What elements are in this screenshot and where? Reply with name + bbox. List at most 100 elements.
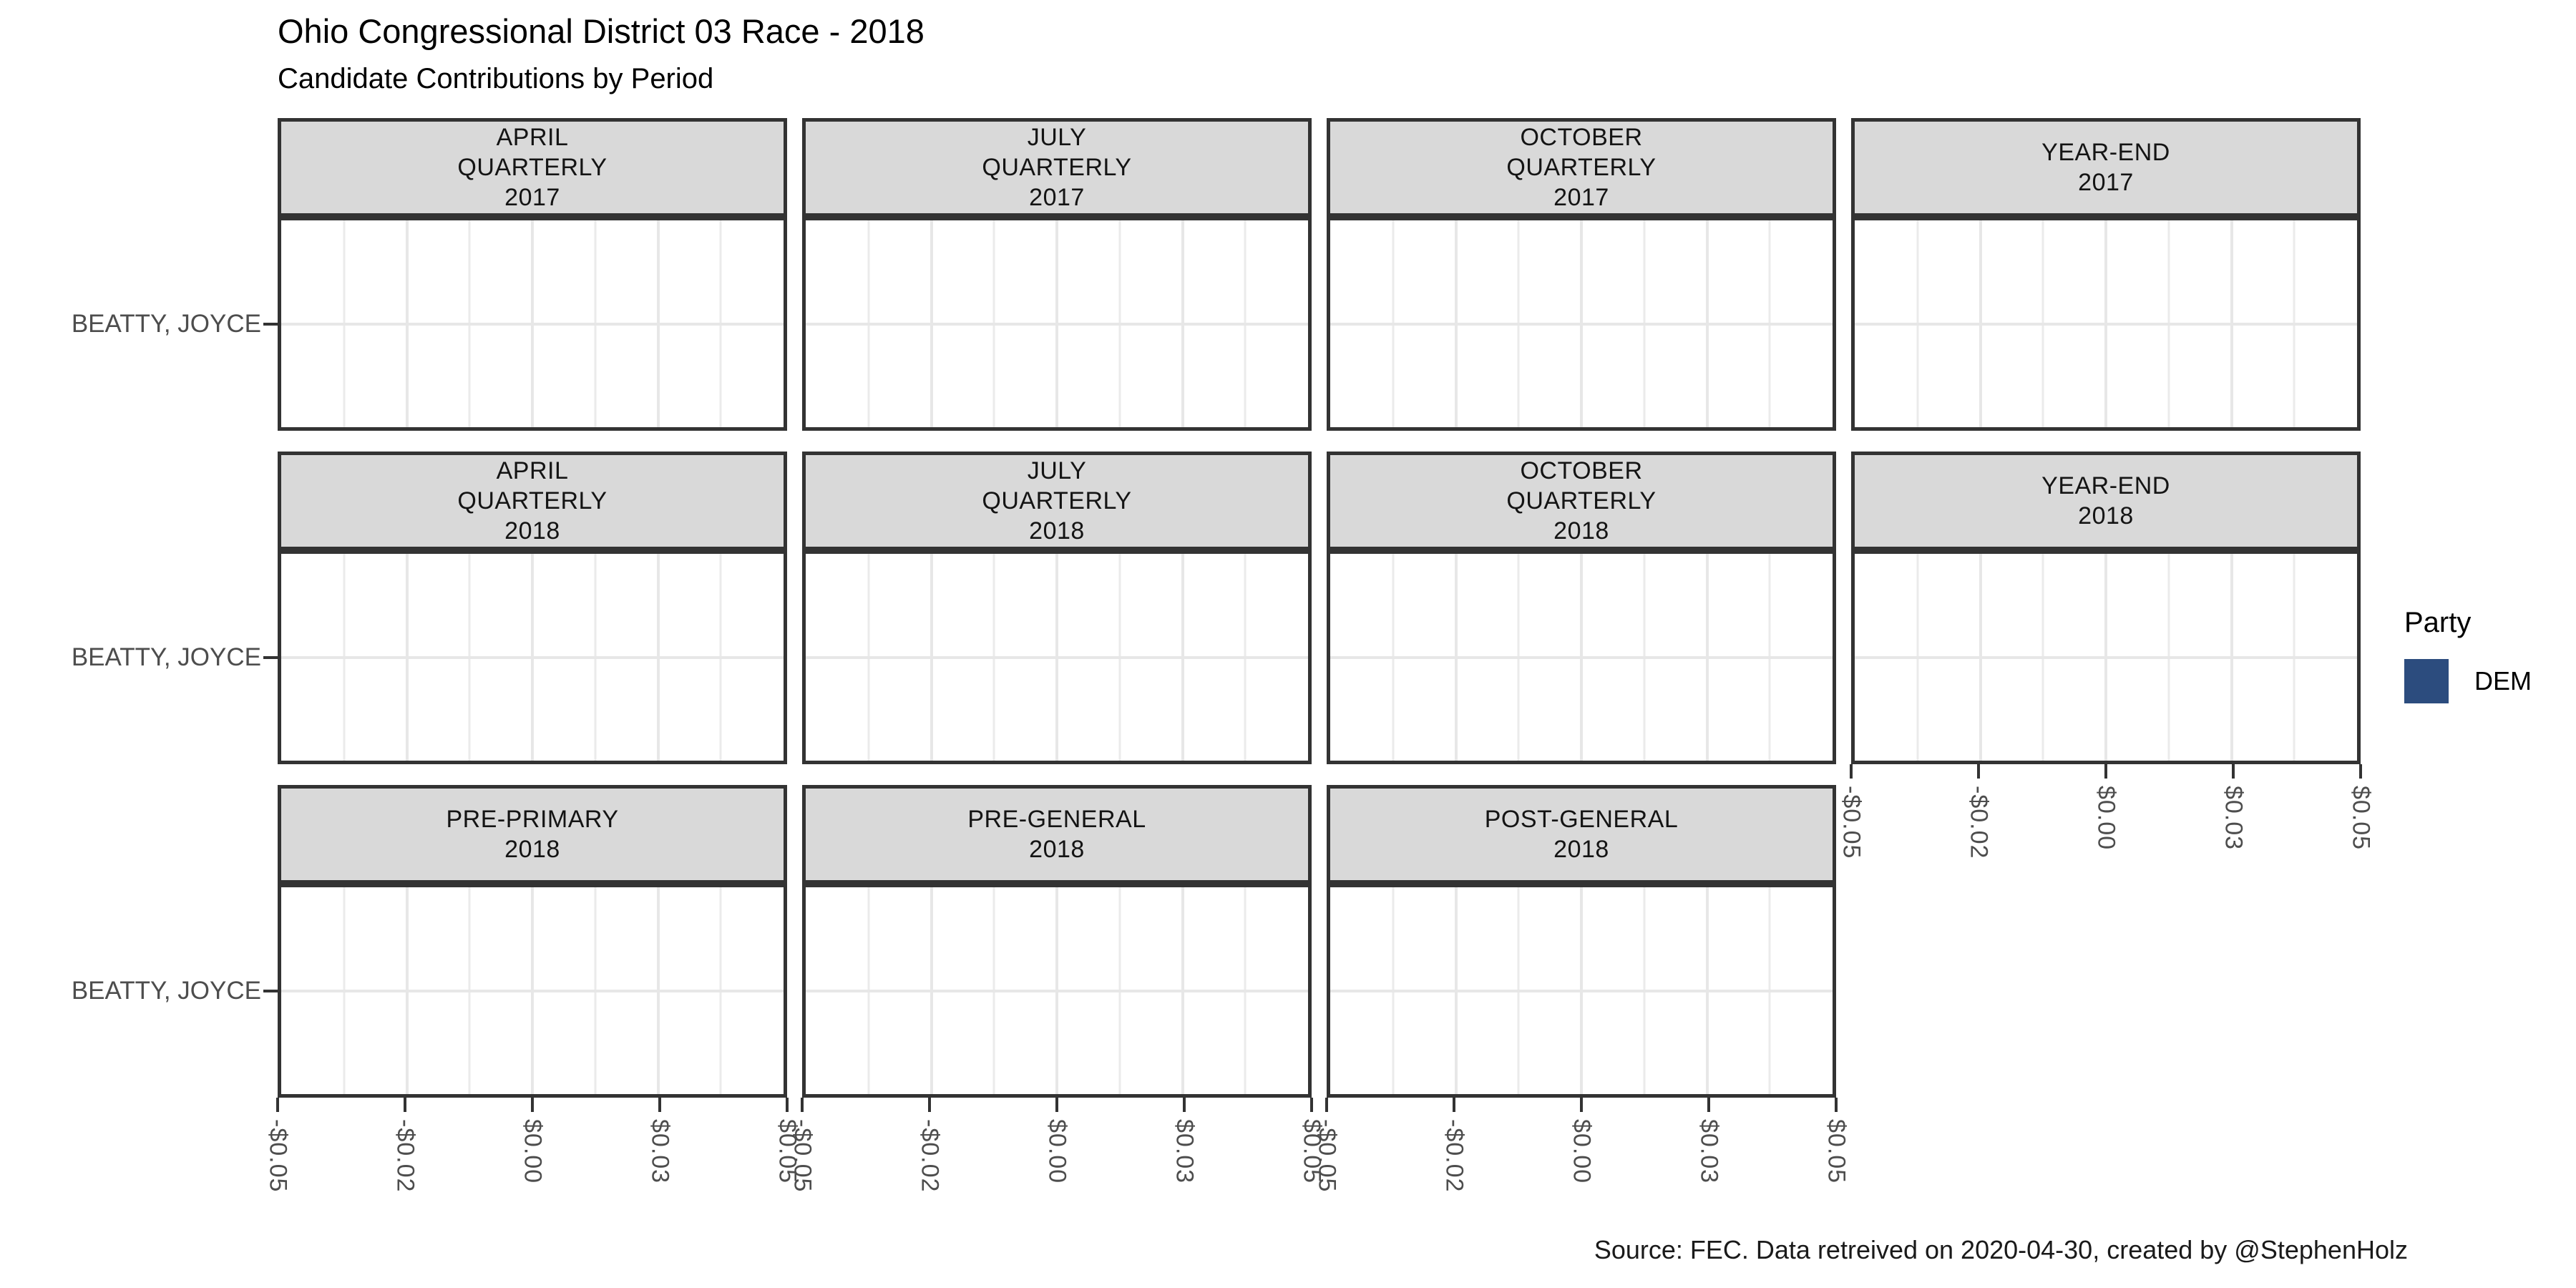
facet: JULY QUARTERLY 2017 xyxy=(802,118,1312,431)
x-axis-tick-label: $0.03 xyxy=(2220,786,2248,851)
x-axis-tick xyxy=(801,1098,804,1112)
facet-panel xyxy=(278,550,787,764)
legend-title: Party xyxy=(2404,607,2472,638)
gridline-horizontal xyxy=(1855,322,2357,326)
x-axis-tick xyxy=(1580,1098,1583,1112)
chart-subtitle: Candidate Contributions by Period xyxy=(278,63,714,94)
facet-strip-label-line: YEAR-END xyxy=(2041,139,2170,166)
x-axis-tick-label: $0.05 xyxy=(1298,1119,1326,1184)
facet-strip-label: JULY QUARTERLY 2017 xyxy=(982,122,1131,213)
facet-strip-label-line: 2017 xyxy=(1553,184,1609,211)
x-axis-tick xyxy=(1325,1098,1328,1112)
facet: POST-GENERAL 2018 -$0.05 -$0.02 $0.00 $0.03 $… xyxy=(1314,785,1850,1192)
x-axis-tick-label: $0.05 xyxy=(774,1119,801,1184)
facet-strip-label-line: OCTOBER xyxy=(1520,124,1643,151)
facet-panel xyxy=(1851,217,2361,431)
facet-strip: YEAR-END 2017 xyxy=(1851,118,2361,217)
facet-panel xyxy=(1327,884,1836,1098)
y-axis-label: BEATTY, JOYCE xyxy=(71,976,261,1005)
x-axis-tick-label: $0.00 xyxy=(519,1119,547,1184)
chart-caption: Source: FEC. Data retreived on 2020-04-3… xyxy=(1594,1235,2408,1264)
x-axis-tick-label: -$0.02 xyxy=(391,1119,419,1193)
x-axis-tick xyxy=(1055,1098,1058,1112)
facet: APRIL QUARTERLY 2017 xyxy=(263,118,787,431)
facet-panel xyxy=(802,884,1312,1098)
x-axis-tick-label: $0.00 xyxy=(1568,1119,1596,1184)
y-axis-tick xyxy=(263,322,278,326)
x-axis-tick-label: -$0.05 xyxy=(1838,786,1865,859)
facet-strip-label: OCTOBER QUARTERLY 2017 xyxy=(1506,122,1656,213)
facet-strip-label: APRIL QUARTERLY 2018 xyxy=(457,456,607,546)
gridline-horizontal xyxy=(1855,655,2357,659)
x-axis-tick-label: -$0.02 xyxy=(916,1119,944,1193)
facet-strip-label-line: APRIL xyxy=(496,457,569,484)
x-axis-tick xyxy=(531,1098,534,1112)
facet-strip-label: POST-GENERAL 2018 xyxy=(1485,804,1679,864)
gridline-horizontal xyxy=(806,322,1308,326)
facet-strip-label-line: QUARTERLY xyxy=(457,487,608,514)
facet-strip: OCTOBER QUARTERLY 2018 xyxy=(1327,452,1836,550)
facet: OCTOBER QUARTERLY 2017 xyxy=(1327,118,1836,431)
legend-item-label: DEM xyxy=(2474,666,2532,696)
y-axis-label: BEATTY, JOYCE xyxy=(71,643,261,671)
facet: JULY QUARTERLY 2018 xyxy=(802,452,1312,764)
gridline-horizontal xyxy=(281,322,784,326)
facet: PRE-PRIMARY 2018 -$0.05 -$0.02 $0.00 $0.03 $0… xyxy=(263,785,801,1192)
x-axis-tick xyxy=(786,1098,789,1112)
facet-strip: PRE-GENERAL 2018 xyxy=(802,785,1312,884)
x-axis-tick xyxy=(2359,764,2362,779)
x-axis-tick-label: -$0.02 xyxy=(1965,786,1993,859)
x-axis-tick-label: -$0.02 xyxy=(1440,1119,1468,1193)
x-axis-tick xyxy=(1850,764,1853,779)
x-axis-tick xyxy=(1453,1098,1455,1112)
x-axis-tick-label: $0.00 xyxy=(1043,1119,1071,1184)
y-axis-tick xyxy=(263,989,278,992)
x-axis-tick xyxy=(658,1098,661,1112)
facet-strip-label-line: 2018 xyxy=(2078,502,2134,530)
facet-strip: PRE-PRIMARY 2018 xyxy=(278,785,787,884)
facet-strip: YEAR-END 2018 xyxy=(1851,452,2361,550)
facet-panel xyxy=(1327,217,1836,431)
facet-panel xyxy=(1851,550,2361,764)
x-axis-tick-label: -$0.05 xyxy=(789,1119,816,1193)
facet: APRIL QUARTERLY 2018 xyxy=(263,452,787,764)
facet-strip-label: OCTOBER QUARTERLY 2018 xyxy=(1506,456,1656,546)
x-axis-tick-label: $0.03 xyxy=(646,1119,674,1184)
gridline-horizontal xyxy=(281,655,784,659)
gridline-horizontal xyxy=(806,989,1308,992)
facet-strip-label-line: YEAR-END xyxy=(2041,472,2170,499)
facet-strip-label-line: 2018 xyxy=(504,836,560,863)
facet-strip-label-line: 2017 xyxy=(1029,184,1085,211)
facet-strip-label-line: APRIL xyxy=(496,124,569,151)
x-axis-tick-label: $0.05 xyxy=(1823,1119,1850,1184)
x-axis-tick-label: -$0.05 xyxy=(264,1119,292,1193)
facet-strip-label-line: JULY xyxy=(1027,124,1087,151)
facet-strip: JULY QUARTERLY 2018 xyxy=(802,452,1312,550)
facet-strip-label-line: JULY xyxy=(1027,457,1087,484)
gridline-horizontal xyxy=(806,655,1308,659)
gridline-horizontal xyxy=(281,989,784,992)
facet-strip-label-line: PRE-GENERAL xyxy=(967,806,1146,833)
y-axis-tick xyxy=(263,655,278,659)
x-axis-tick xyxy=(276,1098,279,1112)
facet-strip-label-line: PRE-PRIMARY xyxy=(446,806,619,833)
facet-strip-label-line: QUARTERLY xyxy=(982,487,1132,514)
facet-strip: OCTOBER QUARTERLY 2017 xyxy=(1327,118,1836,217)
facet-strip-label: JULY QUARTERLY 2018 xyxy=(982,456,1131,546)
facet-strip-label-line: POST-GENERAL xyxy=(1484,806,1679,833)
facet-strip-label-line: 2018 xyxy=(504,517,560,545)
facet: PRE-GENERAL 2018 -$0.05 -$0.02 $0.00 $0.03 $0… xyxy=(789,785,1326,1192)
x-axis-tick xyxy=(1977,764,1980,779)
chart-title: Ohio Congressional District 03 Race - 20… xyxy=(278,12,924,50)
facet-strip-label-line: OCTOBER xyxy=(1520,457,1643,484)
gridline-horizontal xyxy=(1330,655,1833,659)
x-axis-tick-label: $0.05 xyxy=(2347,786,2375,851)
facet-strip: JULY QUARTERLY 2017 xyxy=(802,118,1312,217)
facet-panel xyxy=(802,217,1312,431)
gridline-horizontal xyxy=(1330,322,1833,326)
facet-strip-label: YEAR-END 2018 xyxy=(2041,471,2170,531)
x-axis-tick xyxy=(928,1098,931,1112)
facet-strip-label-line: QUARTERLY xyxy=(982,154,1132,181)
facet-strip: POST-GENERAL 2018 xyxy=(1327,785,1836,884)
